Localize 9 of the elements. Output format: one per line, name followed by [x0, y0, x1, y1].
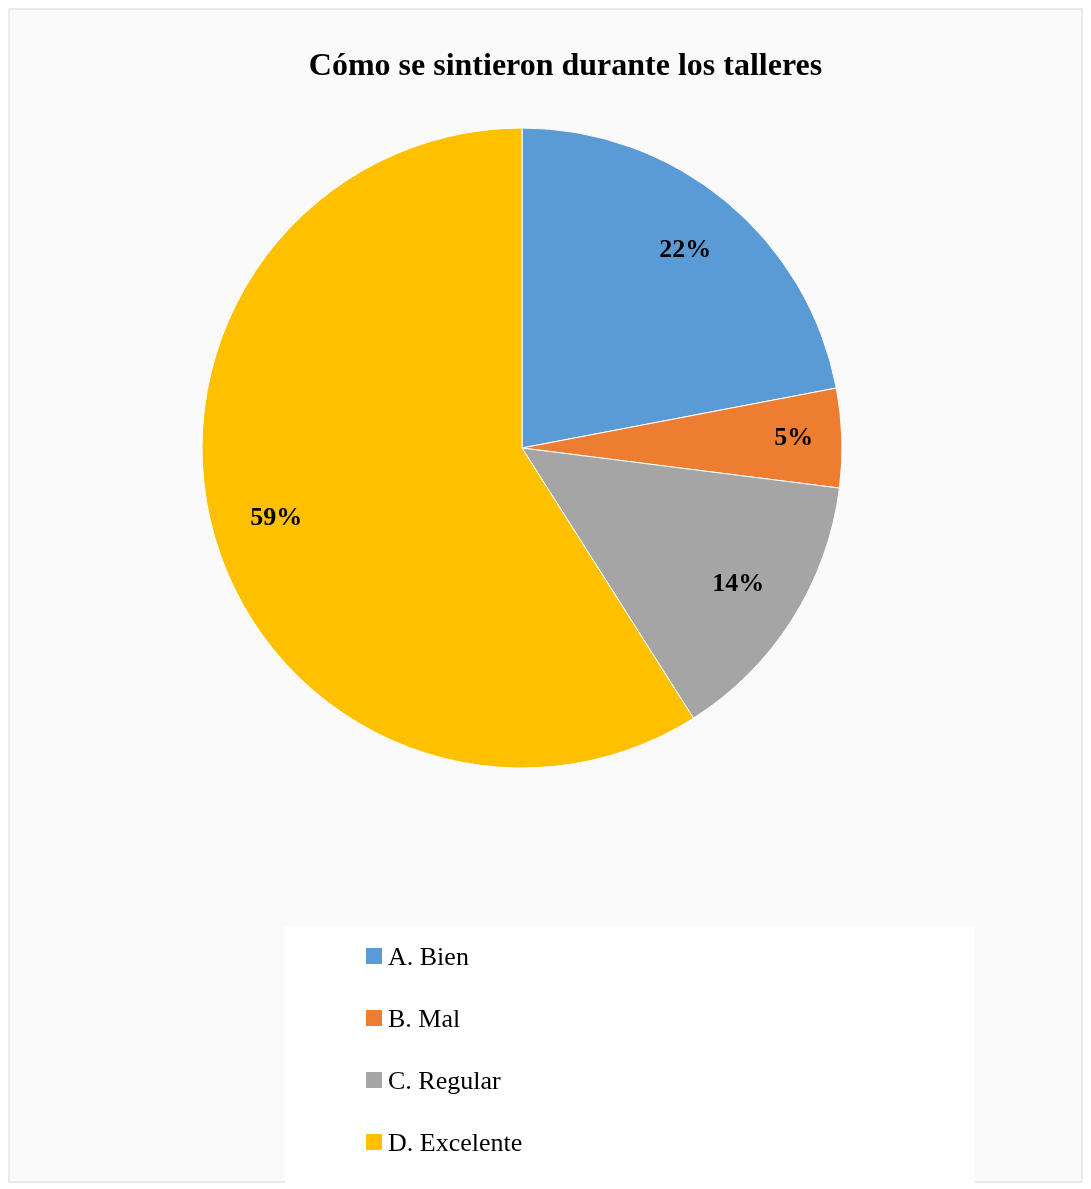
chart-title: Cómo se sintieron durante los talleres — [308, 46, 823, 82]
data-label: 14% — [712, 568, 765, 598]
data-label: 22% — [659, 233, 712, 263]
legend-label: C. Regular — [388, 1066, 501, 1095]
legend-label: D. Excelente — [388, 1128, 523, 1157]
legend-label: B. Mal — [388, 1004, 461, 1033]
data-label: 5% — [774, 422, 814, 452]
data-label: 59% — [250, 502, 303, 532]
legend-label: A. Bien — [388, 942, 469, 971]
